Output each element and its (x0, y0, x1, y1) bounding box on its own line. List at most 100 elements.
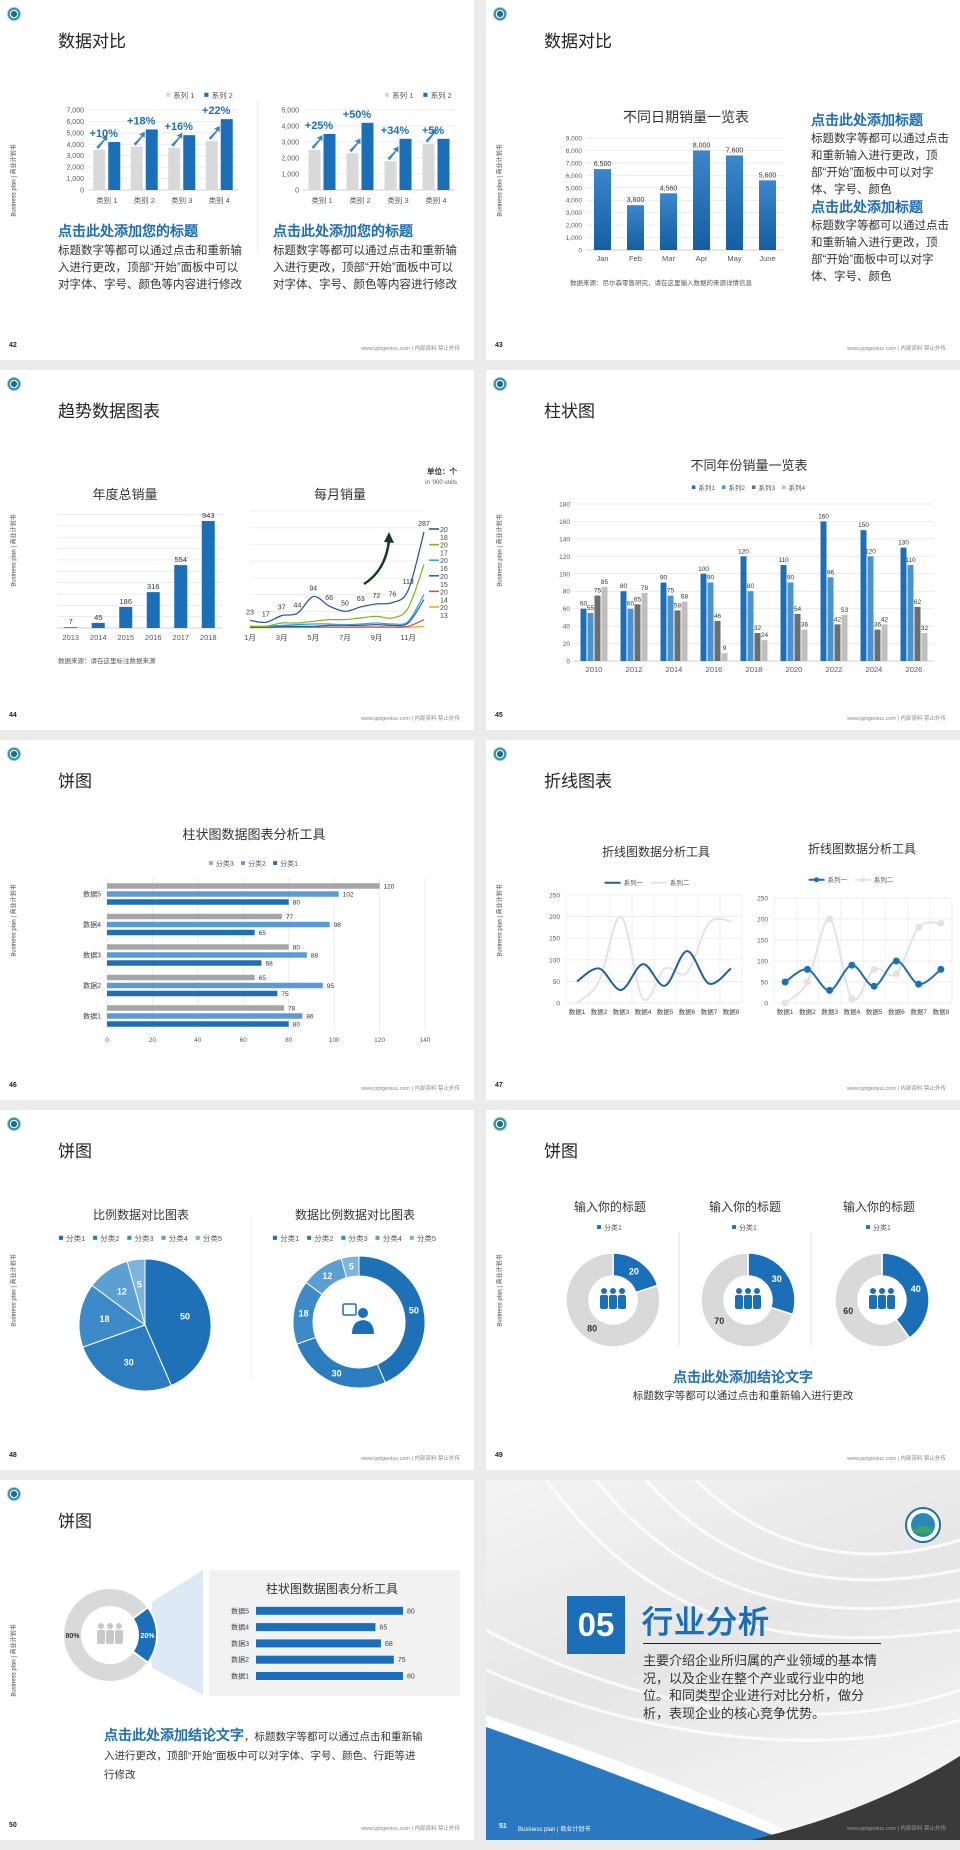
wave-line (644, 1480, 960, 1582)
legend-label-part: 14 (440, 597, 448, 604)
chart-layer: 201372014452015186201631620175542018943年… (57, 487, 448, 642)
data-label: 65 (379, 1625, 387, 1632)
people-icon-head (619, 1288, 625, 1294)
bar (881, 624, 888, 661)
bar (361, 122, 374, 190)
x-category-label: 5月 (307, 633, 319, 642)
x-category-label: 2018 (746, 665, 763, 674)
pie-slice (82, 1324, 172, 1392)
data-label: 120 (738, 548, 749, 555)
bar (834, 624, 841, 661)
dark-swoosh (751, 1756, 960, 1840)
slide-43[interactable]: Business plan | 商业计划书 数据对比 0 1,000 2,000 3,… (486, 0, 960, 360)
y-tick-label: 100 (549, 957, 560, 964)
data-label: 60 (580, 601, 588, 608)
y-category-label: 数据2 (83, 981, 101, 990)
people-icon-head (888, 1288, 894, 1294)
legend-label: 系列2 (728, 483, 745, 492)
slide-47[interactable]: Business plan | 商业计划书 折线图表 0 50 100 150 200 2… (486, 740, 960, 1100)
x-tick-label: 80 (285, 1037, 293, 1044)
block-body: 标题数字等都可以通过点击和重新输入进行更改，顶部“开始”面板中可以对字体、字号、… (811, 133, 949, 196)
x-tick-label: 120 (374, 1037, 385, 1044)
logo-icon (493, 747, 507, 761)
legend-label: 系列 2 (431, 90, 452, 100)
percent-annotation: +34% (381, 125, 410, 137)
x-category-label: 1月 (244, 633, 256, 642)
x-category-label: Feb (629, 254, 642, 263)
arrow-icon (208, 125, 220, 140)
x-category-label: 2026 (906, 665, 923, 674)
x-category-label: 类别 2 (349, 195, 370, 205)
data-label: 80 (407, 1608, 415, 1615)
bar (308, 150, 321, 190)
section-body: 主要介绍企业所归属的产业领域的基本情况，以及企业在整个产业或行业中的地位。和同类… (643, 1653, 878, 1721)
data-source: 数据来源：请在这里标注数据来源 (58, 658, 156, 665)
slide-46[interactable]: Business plan | 商业计划书 饼图 0 20 40 60 80 100 120… (0, 740, 474, 1100)
speech-bubble-icon (342, 1303, 357, 1316)
bar (827, 577, 834, 661)
data-point-marker (826, 915, 834, 923)
x-category-label: Apr (696, 254, 708, 263)
bar (168, 147, 181, 190)
data-label: 86 (306, 1013, 314, 1020)
legend-label: 分类1 (873, 1223, 891, 1232)
x-category-label: 类别 3 (171, 195, 192, 205)
bar (721, 653, 728, 661)
legend-swatch (375, 1235, 380, 1240)
bar (594, 595, 601, 661)
bar (107, 929, 255, 936)
people-icon-head (879, 1288, 885, 1294)
footer-text: www.pptgenius.com | 内部资料 禁止外传 (847, 1086, 946, 1092)
legend-label: 分类1 (66, 1233, 85, 1243)
x-tick-label: 100 (329, 1037, 340, 1044)
slide-45[interactable]: Business plan | 商业计划书 柱状图 0 20 40 60 80 100 12… (486, 370, 960, 730)
x-category-label: 2014 (90, 633, 107, 642)
data-point-marker (803, 965, 811, 973)
data-label: 36 (801, 622, 809, 629)
data-label: 68 (681, 594, 689, 601)
x-category-label: 2012 (626, 665, 643, 674)
pie-slice (834, 1252, 911, 1348)
bar (787, 582, 794, 661)
y-tick-label: 60 (563, 606, 571, 613)
logo-icon (7, 1487, 21, 1501)
legend-swatch (307, 1235, 312, 1240)
y-tick-label: 5,000 (281, 108, 299, 115)
y-category-label: 数据4 (231, 1623, 249, 1632)
bar (130, 146, 143, 190)
slide-42[interactable]: Business plan | 商业计划书 数据对比 0 1,000 2,000 3,… (0, 0, 474, 360)
y-tick-label: 0 (578, 248, 582, 255)
slide-50[interactable]: Business plan | 商业计划书 饼图 80% 20% 柱状图数据图表分析… (0, 1480, 474, 1840)
x-category-label: May (727, 254, 741, 263)
slide-48[interactable]: Business plan | 商业计划书 饼图 50 30 18 12 5 比例数据对比… (0, 1110, 474, 1470)
data-label: 58 (674, 602, 682, 609)
slide-44[interactable]: Business plan | 商业计划书 趋势数据图表 2013 7 2014 45… (0, 370, 474, 730)
x-category-label: 数据6 (888, 1007, 905, 1016)
x-category-label: 2016 (145, 633, 162, 642)
bar (107, 883, 380, 889)
bar (174, 565, 188, 628)
slide-title: 折线图表 (544, 772, 612, 791)
bar (220, 119, 233, 190)
bar (437, 138, 450, 190)
x-category-label: 2014 (666, 665, 683, 674)
y-tick-label: 6,000 (66, 119, 84, 126)
bar (91, 622, 105, 628)
data-label: 68 (385, 1641, 393, 1648)
chart-title: 比例数据对比图表 (93, 1207, 189, 1222)
people-icon-head (754, 1288, 760, 1294)
data-label: 50 (341, 600, 349, 607)
slide-51-section-cover[interactable]: 05 行业分析 主要介绍企业所归属的产业领域的基本情况，以及企业在整个产业或行业… (486, 1480, 960, 1840)
data-label: 316 (147, 582, 160, 591)
slide-49[interactable]: Business plan | 商业计划书 饼图 20 80 输入你的标题 分类1 30… (486, 1110, 960, 1470)
bar (660, 193, 677, 250)
bar (820, 521, 827, 661)
y-tick-label: 180 (559, 502, 570, 509)
x-tick-label: 0 (105, 1037, 109, 1044)
people-icon-head (736, 1288, 742, 1294)
trend-arrow-head (384, 532, 394, 543)
arrow-icon (171, 132, 183, 147)
data-label: 75 (667, 588, 675, 595)
legend-label-part: 16 (440, 566, 448, 573)
data-label: 8,000 (693, 142, 711, 149)
